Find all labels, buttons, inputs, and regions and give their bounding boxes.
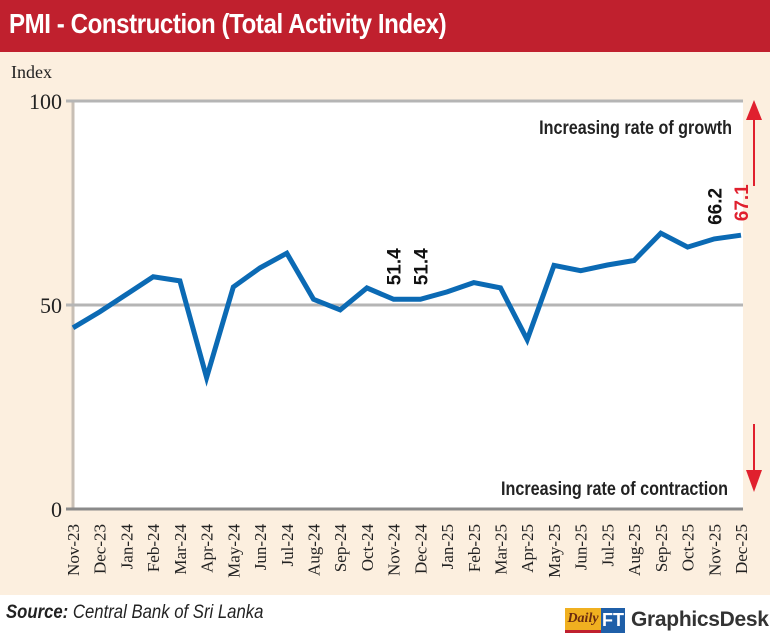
y-tick-label: 50 — [40, 293, 62, 318]
data-label: 66.2 — [705, 188, 726, 225]
logo-graphicsdesk: GraphicsDesk — [631, 608, 769, 631]
x-tick-label: Nov-25 — [705, 524, 724, 576]
arrow-up-icon — [746, 100, 762, 120]
arrow-down-icon — [746, 470, 762, 492]
data-label: 51.4 — [411, 248, 432, 285]
graphicsdesk-logo: Daily FT GraphicsDesk — [565, 607, 769, 633]
chart-title: PMI - Construction (Total Activity Index… — [9, 8, 447, 39]
x-tick-label: Feb-24 — [144, 524, 163, 573]
x-tick-label: Aug-25 — [625, 524, 644, 576]
x-tick-label: Jun-25 — [572, 524, 591, 570]
x-tick-label: Oct-25 — [679, 524, 698, 571]
x-tick-label: May-24 — [224, 524, 243, 578]
x-tick-label: Jan-25 — [438, 524, 457, 569]
x-tick-label: Oct-24 — [358, 524, 377, 572]
y-tick-label: 0 — [51, 497, 62, 522]
data-label: 51.4 — [385, 248, 406, 285]
x-tick-label: Nov-23 — [64, 524, 83, 576]
x-tick-label: Jun-24 — [251, 524, 270, 571]
x-tick-label: Dec-24 — [411, 524, 430, 575]
footer — [0, 595, 770, 638]
x-tick-label: Jan-24 — [117, 524, 136, 570]
series-line-total-activity-index — [71, 230, 742, 387]
x-tick-label: Sep-24 — [331, 524, 350, 573]
x-tick-label: Dec-25 — [732, 524, 751, 574]
x-tick-label: May-25 — [545, 524, 564, 578]
x-tick-label: Jul-24 — [278, 524, 297, 567]
source-note: Source: Central Bank of Sri Lanka — [6, 602, 263, 624]
x-tick-label: Jul-25 — [598, 524, 617, 567]
x-tick-label: Dec-23 — [91, 524, 110, 574]
source-text: Central Bank of Sri Lanka — [72, 602, 264, 623]
x-tick-label: Mar-25 — [492, 524, 511, 575]
y-tick-label: 100 — [29, 89, 62, 114]
x-tick-label: Apr-24 — [198, 524, 217, 573]
logo-ft: FT — [601, 607, 625, 633]
y-axis-label: Index — [11, 62, 52, 82]
x-tick-label: Nov-24 — [385, 524, 404, 576]
annotation-growth: Increasing rate of growth — [539, 117, 732, 139]
line-chart: 0 50 100 Index Nov-23 Dec-23 Jan-24 Feb-24 Mar… — [11, 62, 762, 578]
data-label: 67.1 — [732, 184, 753, 221]
source-label: Source: — [6, 602, 69, 623]
logo-daily: Daily — [565, 607, 601, 633]
x-tick-label: Aug-24 — [304, 524, 323, 576]
x-tick-label: Feb-25 — [465, 524, 484, 572]
title-bar: PMI - Construction (Total Activity Index… — [0, 0, 770, 52]
annotation-contraction: Increasing rate of contraction — [501, 478, 728, 500]
x-tick-label: Sep-25 — [652, 524, 671, 572]
x-tick-label: Mar-24 — [171, 524, 190, 575]
x-tick-label: Apr-25 — [518, 524, 537, 573]
